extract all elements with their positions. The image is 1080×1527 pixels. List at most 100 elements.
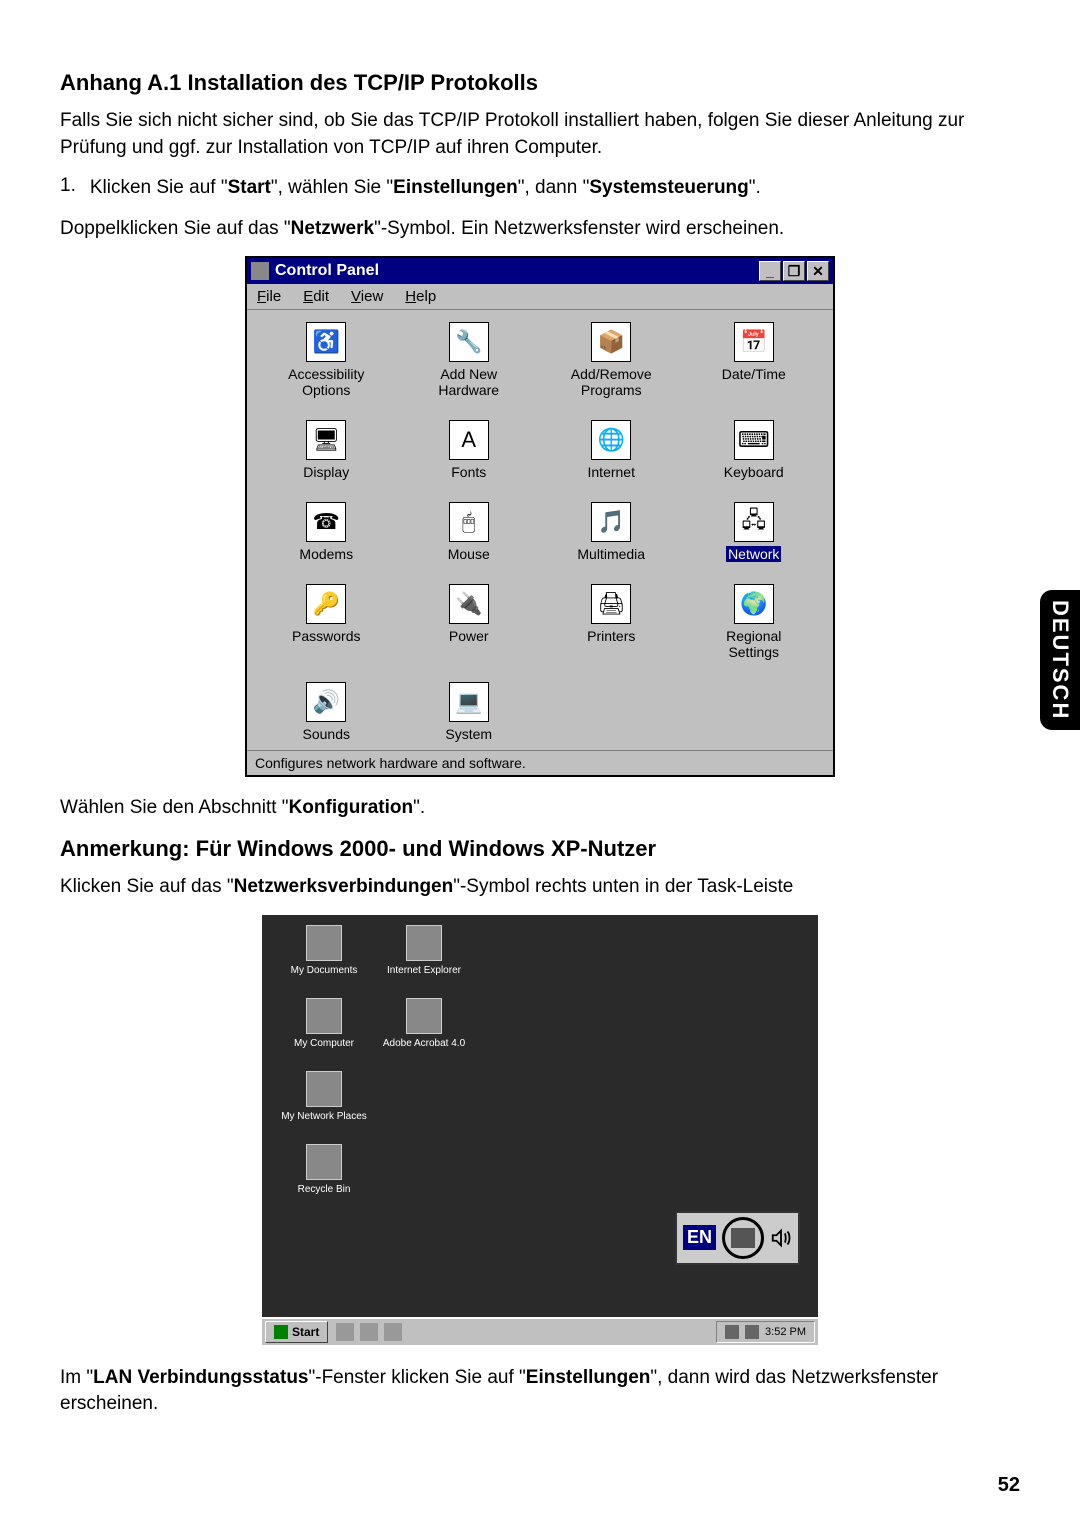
desktop-icon[interactable]: Internet Explorer: [374, 925, 474, 976]
volume-icon[interactable]: [770, 1225, 792, 1251]
para-intro: Falls Sie sich nicht sicher sind, ob Sie…: [60, 108, 1020, 161]
t: Netzwerksverbindungen: [234, 876, 454, 897]
cp-icon: 🎵: [591, 502, 631, 542]
cp-item-date-time[interactable]: 📅 Date/Time: [683, 322, 826, 398]
cp-item-mouse[interactable]: 🖱 Mouse: [398, 502, 541, 562]
cp-icon: A: [449, 420, 489, 460]
cp-label: Date/Time: [722, 366, 786, 382]
cp-item-display[interactable]: 🖥 Display: [255, 420, 398, 480]
ql-icon[interactable]: [360, 1323, 378, 1341]
t: ", wählen Sie ": [271, 177, 393, 198]
ql-icon[interactable]: [336, 1323, 354, 1341]
t: Start: [228, 177, 271, 198]
desk-icon-label: Internet Explorer: [387, 965, 461, 976]
t: Wählen Sie den Abschnitt ": [60, 797, 289, 818]
cp-icon: 🖱: [449, 502, 489, 542]
cp-icon: 📦: [591, 322, 631, 362]
desktop-icon[interactable]: My Documents: [274, 925, 374, 976]
para-config: Wählen Sie den Abschnitt "Konfiguration"…: [60, 795, 1020, 822]
cp-label: Modems: [299, 546, 353, 562]
cp-item-multimedia[interactable]: 🎵Multimedia: [540, 502, 683, 562]
t: Einstellungen: [393, 177, 518, 198]
cp-label: Add NewHardware: [438, 366, 499, 398]
cp-item-internet[interactable]: 🌐Internet: [540, 420, 683, 480]
network-tray-icon[interactable]: [731, 1228, 755, 1248]
cp-label: Sounds: [303, 726, 350, 742]
desktop-icon[interactable]: My Network Places: [274, 1071, 374, 1122]
step-num: 1.: [60, 175, 76, 202]
window-icon: [251, 262, 269, 280]
t: Doppelklicken Sie auf das ": [60, 218, 291, 239]
icon-grid: ♿AccessibilityOptions🔧Add NewHardware 📦 Ad…: [247, 310, 833, 750]
taskbar: Start 3:52 PM: [262, 1317, 818, 1345]
cp-label: Network: [726, 546, 781, 562]
cp-item-passwords[interactable]: 🔑 Passwords: [255, 584, 398, 660]
desktop-icon[interactable]: Recycle Bin: [274, 1144, 374, 1195]
cp-item-modems[interactable]: ☎ Modems: [255, 502, 398, 562]
desktop-icons: My Documents Internet Explorer My Computer…: [274, 925, 474, 1195]
t: "-Fenster klicken Sie auf ": [309, 1367, 526, 1388]
t: Systemsteuerung: [589, 177, 748, 198]
cp-item-power[interactable]: 🔌 Power: [398, 584, 541, 660]
close-button[interactable]: ✕: [807, 261, 829, 281]
desk-icon-glyph: [306, 1144, 342, 1180]
cp-label: Add/RemovePrograms: [571, 366, 652, 398]
cp-icon: 🔑: [306, 584, 346, 624]
language-indicator[interactable]: EN: [683, 1225, 716, 1250]
quicklaunch: [336, 1323, 402, 1341]
cp-icon: 🔊: [306, 682, 346, 722]
cp-item-fonts[interactable]: AFonts: [398, 420, 541, 480]
cp-label: Printers: [587, 628, 635, 644]
cp-icon: 🔌: [449, 584, 489, 624]
cp-item-network[interactable]: 🖧 Network: [683, 502, 826, 562]
cp-icon: ☎: [306, 502, 346, 542]
window-title: Control Panel: [275, 262, 759, 280]
cp-label: Power: [449, 628, 489, 644]
cp-item-system[interactable]: 💻System: [398, 682, 541, 742]
menu-edit[interactable]: Edit: [303, 288, 329, 305]
start-button[interactable]: Start: [265, 1321, 328, 1343]
cp-icon: 🖧: [734, 502, 774, 542]
t: LAN Verbindungsstatus: [93, 1367, 308, 1388]
cp-item-printers[interactable]: 🖨Printers: [540, 584, 683, 660]
desk-icon-glyph: [306, 998, 342, 1034]
t: "-Symbol rechts unten in der Task-Leiste: [453, 876, 793, 897]
network-icon-circled: [722, 1217, 764, 1259]
cp-label: Display: [303, 464, 349, 480]
cp-icon: 📅: [734, 322, 774, 362]
para-net-connections: Klicken Sie auf das "Netzwerksverbindung…: [60, 874, 1020, 901]
para-doubleclick: Doppelklicken Sie auf das "Netzwerk"-Sym…: [60, 216, 1020, 243]
heading-a1: Anhang A.1 Installation des TCP/IP Proto…: [60, 70, 1020, 96]
desktop-icon[interactable]: My Computer: [274, 998, 374, 1049]
ql-icon[interactable]: [384, 1323, 402, 1341]
minimize-button[interactable]: _: [759, 261, 781, 281]
cp-icon: ⌨: [734, 420, 774, 460]
statusbar: Configures network hardware and software…: [247, 750, 833, 775]
cp-item-keyboard[interactable]: ⌨ Keyboard: [683, 420, 826, 480]
cp-label: Passwords: [292, 628, 360, 644]
menu-file[interactable]: File: [257, 288, 281, 305]
clock: 3:52 PM: [765, 1326, 806, 1338]
cp-item-sounds[interactable]: 🔊 Sounds: [255, 682, 398, 742]
cp-label: Mouse: [448, 546, 490, 562]
cp-icon: ♿: [306, 322, 346, 362]
cp-icon: 🖥: [306, 420, 346, 460]
desktop-icon[interactable]: Adobe Acrobat 4.0: [374, 998, 474, 1049]
tray-icon[interactable]: [725, 1325, 739, 1339]
cp-item-regional-settings[interactable]: 🌍RegionalSettings: [683, 584, 826, 660]
t: Klicken Sie auf ": [90, 177, 228, 198]
cp-label: Internet: [588, 464, 635, 480]
systray-callout: EN: [675, 1211, 800, 1265]
cp-item-add-remove-programs[interactable]: 📦 Add/RemovePrograms: [540, 322, 683, 398]
cp-item-accessibility-options[interactable]: ♿AccessibilityOptions: [255, 322, 398, 398]
desk-icon-label: Recycle Bin: [298, 1184, 351, 1195]
cp-item-add-new-hardware[interactable]: 🔧Add NewHardware: [398, 322, 541, 398]
menu-view[interactable]: View: [351, 288, 383, 305]
system-tray: 3:52 PM: [716, 1321, 815, 1343]
start-label: Start: [292, 1325, 319, 1339]
cp-label: Keyboard: [724, 464, 784, 480]
tray-icon[interactable]: [745, 1325, 759, 1339]
para-lan-status: Im "LAN Verbindungsstatus"-Fenster klick…: [60, 1365, 1020, 1418]
menu-help[interactable]: Help: [405, 288, 436, 305]
maximize-button[interactable]: ❐: [783, 261, 805, 281]
